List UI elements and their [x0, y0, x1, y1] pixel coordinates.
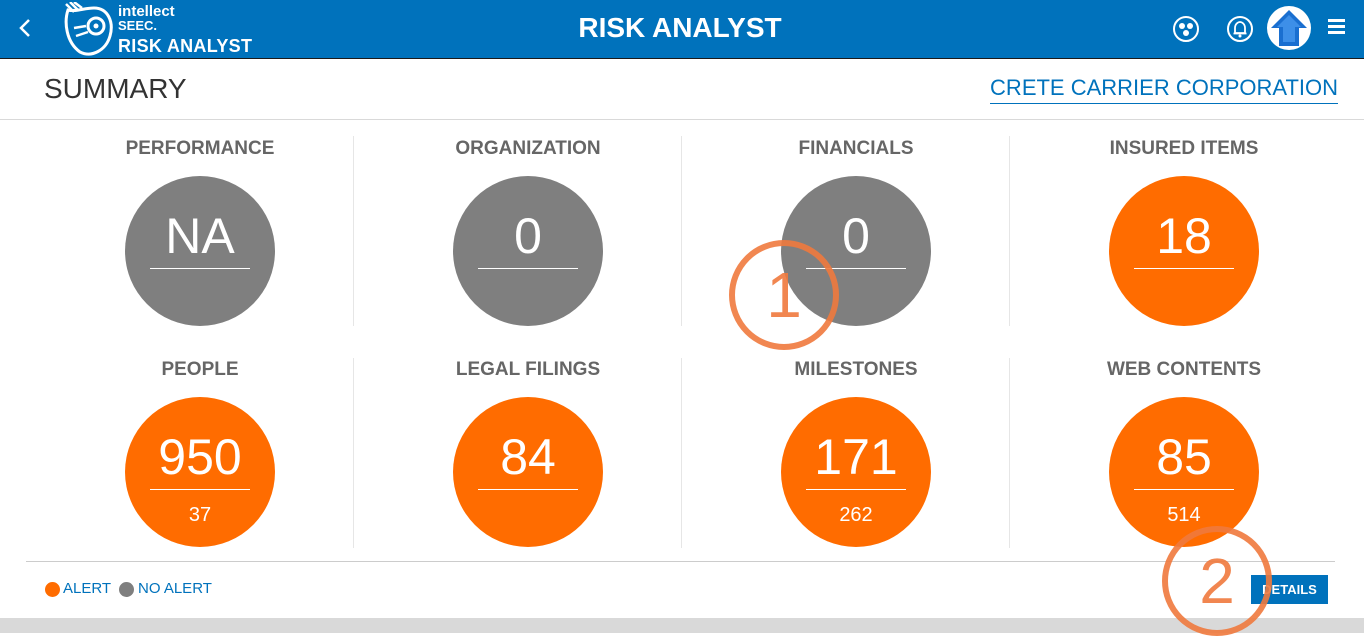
status-circle[interactable]: 950 37: [125, 397, 275, 547]
people-card[interactable]: PEOPLE 950 37: [36, 341, 364, 561]
status-circle[interactable]: 85 514: [1109, 397, 1259, 547]
brand-text-seec: SEEC.: [118, 18, 158, 33]
alert-legend-dot: [45, 582, 60, 597]
status-circle[interactable]: NA: [125, 176, 275, 326]
value-underline: [478, 489, 578, 490]
bottom-scroll-strip: [0, 618, 1364, 633]
card-title: INSURED ITEMS: [1109, 138, 1259, 159]
card-value: 0: [514, 208, 542, 264]
bell-icon[interactable]: [1226, 15, 1254, 43]
legal-filings-card[interactable]: LEGAL FILINGS 84: [364, 341, 692, 561]
card-value: 0: [842, 208, 870, 264]
card-subvalue: 514: [1167, 504, 1201, 526]
card-title: FINANCIALS: [798, 138, 914, 159]
annotation-number-2: 2: [1199, 545, 1235, 617]
top-app-bar: intellect SEEC. RISK ANALYST RISK ANALYS…: [0, 0, 1364, 59]
grid-divider: [681, 136, 682, 326]
card-subvalue: 262: [839, 504, 873, 526]
card-value: 171: [814, 429, 898, 485]
annotation-circle-2: 2: [1162, 526, 1272, 636]
value-underline: [1134, 268, 1234, 269]
hamburger-menu-icon[interactable]: [1326, 16, 1348, 40]
card-value: 85: [1156, 429, 1212, 485]
card-title: LEGAL FILINGS: [455, 359, 601, 380]
grid-divider: [681, 358, 682, 548]
grid-divider: [1009, 136, 1010, 326]
status-circle[interactable]: 18: [1109, 176, 1259, 326]
app-title: RISK ANALYST: [578, 12, 782, 43]
card-title: WEB CONTENTS: [1106, 359, 1262, 380]
grid-divider: [353, 358, 354, 548]
card-title: PERFORMANCE: [125, 138, 275, 159]
card-value: 18: [1156, 208, 1212, 264]
company-link[interactable]: CRETE CARRIER CORPORATION: [990, 75, 1338, 104]
back-chevron-icon[interactable]: [14, 14, 36, 42]
value-underline: [806, 268, 906, 269]
milestones-card[interactable]: MILESTONES 171 262: [692, 341, 1020, 561]
value-underline: [1134, 489, 1234, 490]
value-underline: [806, 489, 906, 490]
annotation-number-1: 1: [766, 259, 802, 331]
value-underline: [478, 268, 578, 269]
performance-card[interactable]: PERFORMANCE NA: [36, 120, 364, 340]
card-title: ORGANIZATION: [455, 138, 601, 159]
grid-divider: [1009, 358, 1010, 548]
status-circle[interactable]: 0: [453, 176, 603, 326]
status-circle[interactable]: 84: [453, 397, 603, 547]
owl-logo-icon: [60, 1, 116, 56]
home-arrow-icon[interactable]: [1267, 6, 1311, 50]
value-underline: [150, 489, 250, 490]
organization-card[interactable]: ORGANIZATION 0: [364, 120, 692, 340]
no-alert-legend-dot: [119, 582, 134, 597]
card-value: 950: [158, 429, 242, 485]
annotation-circle-1: 1: [729, 240, 839, 350]
network-users-icon[interactable]: [1172, 15, 1200, 43]
no-alert-legend-label: NO ALERT: [138, 580, 212, 597]
card-value: NA: [165, 208, 235, 264]
card-title: PEOPLE: [161, 359, 239, 380]
card-title: MILESTONES: [794, 359, 918, 380]
grid-divider: [353, 136, 354, 326]
alert-legend-label: ALERT: [63, 580, 112, 597]
footer-divider: [26, 561, 1335, 562]
status-circle[interactable]: 171 262: [781, 397, 931, 547]
page-title: SUMMARY: [44, 73, 187, 104]
card-value: 84: [500, 429, 556, 485]
card-subvalue: 37: [188, 504, 212, 526]
brand-text-risk-analyst: RISK ANALYST: [118, 36, 253, 56]
brand-text-intellect: intellect: [118, 3, 175, 20]
web-contents-card[interactable]: WEB CONTENTS 85 514: [1020, 341, 1348, 561]
summary-header: SUMMARY CRETE CARRIER CORPORATION: [0, 59, 1364, 120]
value-underline: [150, 268, 250, 269]
insured-items-card[interactable]: INSURED ITEMS 18: [1020, 120, 1348, 340]
